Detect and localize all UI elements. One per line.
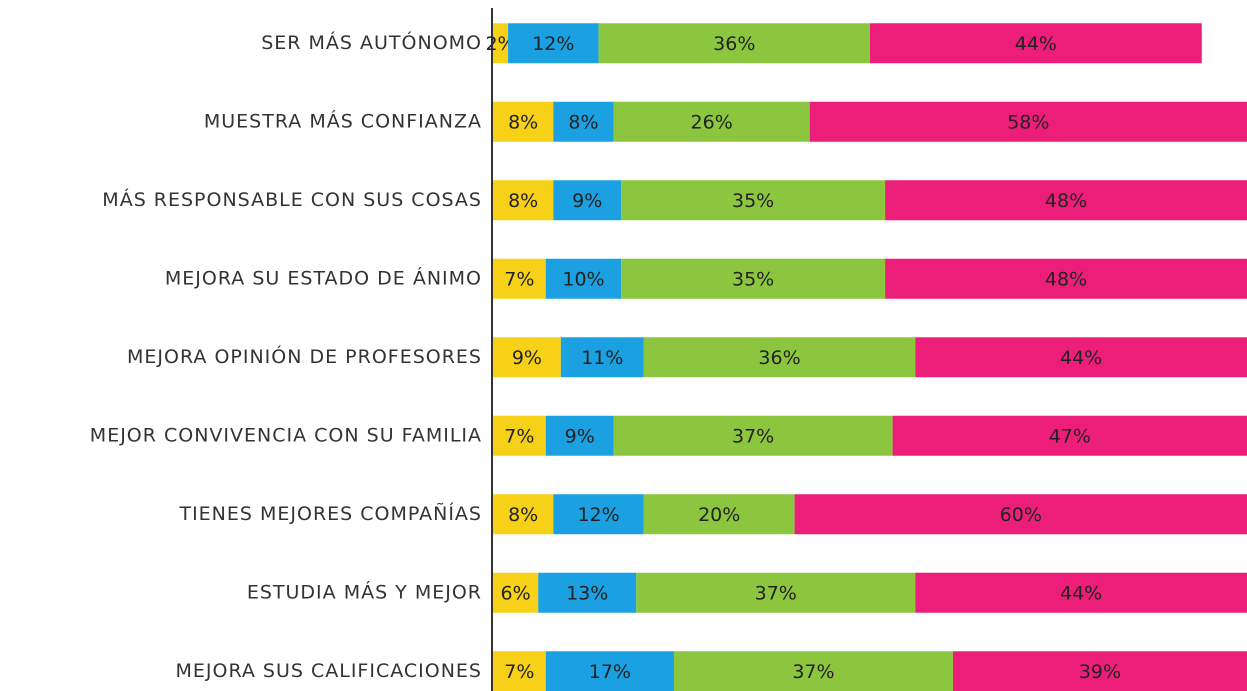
bar-segment [621,258,886,299]
bar-segment [870,23,1202,64]
bar-segment [643,494,795,535]
data-label: 35% [732,268,774,290]
data-label: 47% [1049,425,1091,447]
bar-segment [553,101,614,142]
category-label: MEJOR CONVIVENCIA CON SU FAMILIA [90,424,482,446]
category-label: ESTUDIA MÁS Y MEJOR [247,580,482,603]
data-label: 9% [512,347,542,369]
bar-segment [809,101,1247,142]
category-label: MÁS RESPONSABLE CON SUS COSAS [102,188,482,211]
data-label: 44% [1060,582,1102,604]
data-label: 8% [508,190,538,212]
bar-segment [493,651,546,691]
data-label: 12% [532,33,574,55]
bar-segment [493,494,554,535]
data-label: 2% [485,33,515,55]
bar-segment [538,572,637,613]
bar-segment [885,180,1247,221]
bar-segment [493,572,539,613]
data-label: 44% [1060,347,1102,369]
data-label: 35% [732,190,774,212]
data-label: 17% [589,661,631,683]
bar-segment [545,258,622,299]
bar-segment [508,23,599,64]
data-label: 58% [1007,111,1049,133]
data-label: 37% [792,661,834,683]
data-label: 7% [504,661,534,683]
bar-segment [553,180,622,221]
category-label: MUESTRA MÁS CONFIANZA [204,109,482,132]
data-label: 39% [1079,661,1121,683]
data-label: 20% [698,504,740,526]
category-label: SER MÁS AUTÓNOMO [261,30,482,54]
data-label: 8% [508,111,538,133]
data-label: 8% [568,111,598,133]
bar-segment [643,337,916,378]
category-label: MEJORA SU ESTADO DE ÁNIMO [165,266,482,289]
bar-segment [892,415,1247,456]
data-label: 9% [572,190,602,212]
bar-segment [545,651,674,691]
bar-segment [553,494,644,535]
bar-segment [493,258,546,299]
data-label: 36% [713,33,755,55]
bar-segment [493,23,509,64]
bar-segment [885,258,1247,299]
data-label: 7% [504,425,534,447]
data-label: 60% [1000,504,1042,526]
data-label: 8% [508,504,538,526]
bar-segment [493,337,561,378]
category-label: TIENES MEJORES COMPAÑÍAS [178,502,482,525]
bar-segment [613,415,893,456]
data-label: 12% [577,504,619,526]
bar-segment [493,101,554,142]
bar-segment [493,180,554,221]
bar-segment [598,23,870,64]
data-label: 7% [504,268,534,290]
category-label: MEJORA OPINIÓN DE PROFESORES [127,344,482,368]
data-label: 44% [1015,33,1057,55]
data-label: 13% [566,582,608,604]
data-label: 36% [758,347,800,369]
bar-segment [613,101,810,142]
bar-segment [636,572,916,613]
bar-segment [621,180,886,221]
bar-segment [560,337,644,378]
data-label: 10% [562,268,604,290]
data-label: 37% [732,425,774,447]
data-label: 48% [1045,190,1087,212]
category-label: MEJORA SUS CALIFICACIONES [175,660,482,682]
data-label: 37% [755,582,797,604]
bar-segment [952,651,1247,691]
data-label: 6% [501,582,531,604]
bar-segment [794,494,1247,535]
bar-segment [915,572,1247,613]
bar-segment [493,415,546,456]
bar-segment [545,415,614,456]
data-label: 11% [581,347,623,369]
bar-segment [915,337,1247,378]
data-label: 48% [1045,268,1087,290]
data-label: 9% [565,425,595,447]
bar-segment [673,651,953,691]
data-label: 26% [691,111,733,133]
